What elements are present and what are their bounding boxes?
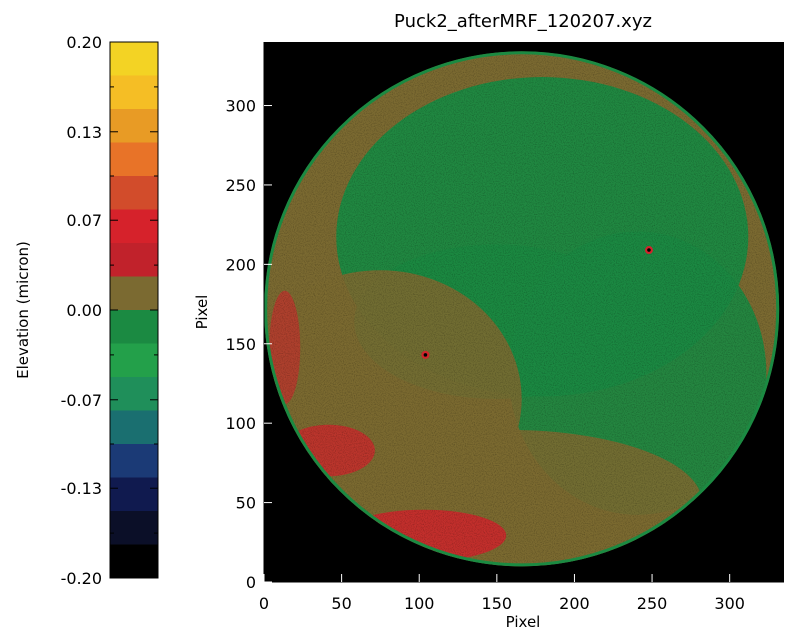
x-axis-label: Pixel: [506, 613, 541, 631]
colorbar-band: [110, 410, 158, 445]
colorbar-band: [110, 109, 158, 143]
colorbar-tick-label: 0.07: [66, 211, 102, 230]
x-tick-label: 300: [714, 594, 745, 613]
chart-title: Puck2_afterMRF_120207.xyz: [394, 11, 652, 32]
colorbar-tick-label: 0.20: [66, 33, 102, 52]
y-tick-label: 50: [236, 494, 256, 513]
colorbar-band: [110, 310, 158, 344]
y-tick-label: 300: [225, 97, 256, 116]
colorbar-band: [110, 276, 158, 311]
colorbar: 0.20 0.13 0.07 0.00 -0.07 -0.13 -0.20: [61, 33, 159, 588]
y-tick-label: 150: [225, 335, 256, 354]
x-tick-label: 100: [404, 594, 435, 613]
surface-texture: [264, 51, 780, 567]
surface-rim: [264, 51, 780, 567]
colorbar-band: [110, 209, 158, 244]
colorbar-band: [110, 75, 158, 110]
y-tick-label: 100: [225, 414, 256, 433]
colorbar-tick-label: -0.20: [61, 569, 102, 588]
colorbar-band: [110, 511, 158, 545]
colorbar-tick-label: -0.13: [61, 479, 102, 498]
surface-map: [264, 51, 780, 567]
y-tick-label: 200: [225, 255, 256, 274]
colorbar-band: [110, 544, 158, 579]
x-tick-label: 0: [259, 594, 269, 613]
x-tick-label: 150: [482, 594, 513, 613]
colorbar-band: [110, 343, 158, 378]
colorbar-label: Elevation (micron): [14, 241, 32, 379]
colorbar-tick-label: 0.00: [66, 301, 102, 320]
colorbar-tick-label: 0.13: [66, 123, 102, 142]
x-tick-label: 50: [331, 594, 351, 613]
colorbar-band: [110, 477, 158, 512]
plot-area: 0 50 100 150 200 250 300 0 50 100 150 200 250 300: [225, 42, 784, 613]
defect-spot-center: [647, 248, 651, 252]
colorbar-band: [110, 377, 158, 411]
y-axis-label: Pixel: [193, 295, 211, 330]
defect-spot-center: [423, 353, 428, 357]
colorbar-band: [110, 42, 158, 76]
y-tick-label: 250: [225, 176, 256, 195]
colorbar-band: [110, 142, 158, 177]
x-tick-label: 250: [637, 594, 668, 613]
colorbar-band: [110, 176, 158, 210]
colorbar-band: [110, 444, 158, 478]
colorbar-band: [110, 243, 158, 277]
x-tick-label: 200: [559, 594, 590, 613]
colorbar-tick-label: -0.07: [61, 391, 102, 410]
y-tick-label: 0: [246, 573, 256, 592]
